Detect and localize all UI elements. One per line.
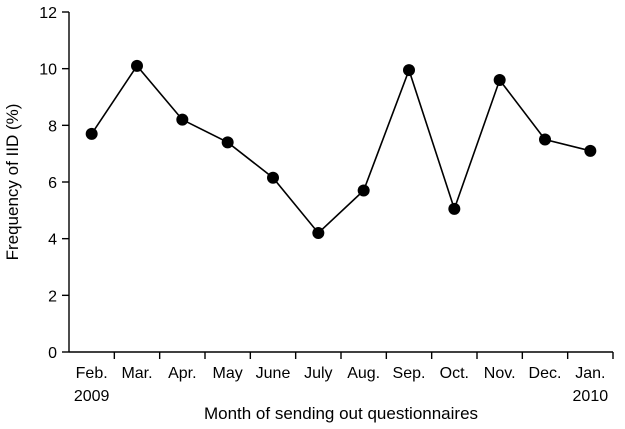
x-tick-label: Oct. xyxy=(440,365,469,382)
x-tick-year-label: 2010 xyxy=(573,388,609,405)
series-group xyxy=(85,59,597,239)
y-tick-label: 12 xyxy=(39,5,57,22)
x-tick-label: Feb. xyxy=(76,365,108,382)
data-point xyxy=(403,64,415,77)
data-point xyxy=(267,171,279,184)
x-axis-ticks: Feb. 2009 Mar. Apr. May June July Aug. Sep. Oct. N… xyxy=(74,352,614,405)
x-tick-label: July xyxy=(304,365,332,382)
data-point xyxy=(85,127,98,140)
x-tick-label: Apr. xyxy=(168,365,196,382)
data-point xyxy=(176,113,189,126)
y-axis-title: Frequency of IID (%) xyxy=(3,104,22,261)
data-point xyxy=(131,59,143,72)
x-tick-label: Aug. xyxy=(347,365,380,382)
y-tick-label: 0 xyxy=(48,345,57,362)
x-tick-label: Jan. xyxy=(575,365,605,382)
x-tick-label: Nov. xyxy=(484,365,516,382)
y-tick-label: 2 xyxy=(48,288,57,305)
data-point xyxy=(448,202,461,215)
series-line xyxy=(91,64,591,235)
data-point xyxy=(312,227,325,239)
x-tick-label: June xyxy=(256,365,291,382)
data-point xyxy=(584,144,597,157)
data-point xyxy=(493,74,506,86)
y-tick-label: 4 xyxy=(48,232,57,249)
x-tick-year-label: 2009 xyxy=(74,388,110,405)
x-tick-label: May xyxy=(213,365,243,382)
y-axis-ticks: 0 2 4 6 8 10 12 xyxy=(39,5,69,362)
data-point xyxy=(357,184,370,197)
y-tick-label: 10 xyxy=(39,62,57,79)
y-tick-label: 6 xyxy=(48,175,57,192)
data-point xyxy=(221,136,234,149)
data-point xyxy=(539,133,551,146)
x-tick-label: Sep. xyxy=(393,365,426,382)
x-tick-label: Dec. xyxy=(529,365,562,382)
y-tick-label: 8 xyxy=(48,118,57,135)
x-axis-title: Month of sending out questionnaires xyxy=(204,404,478,423)
x-tick-label: Mar. xyxy=(121,365,152,382)
